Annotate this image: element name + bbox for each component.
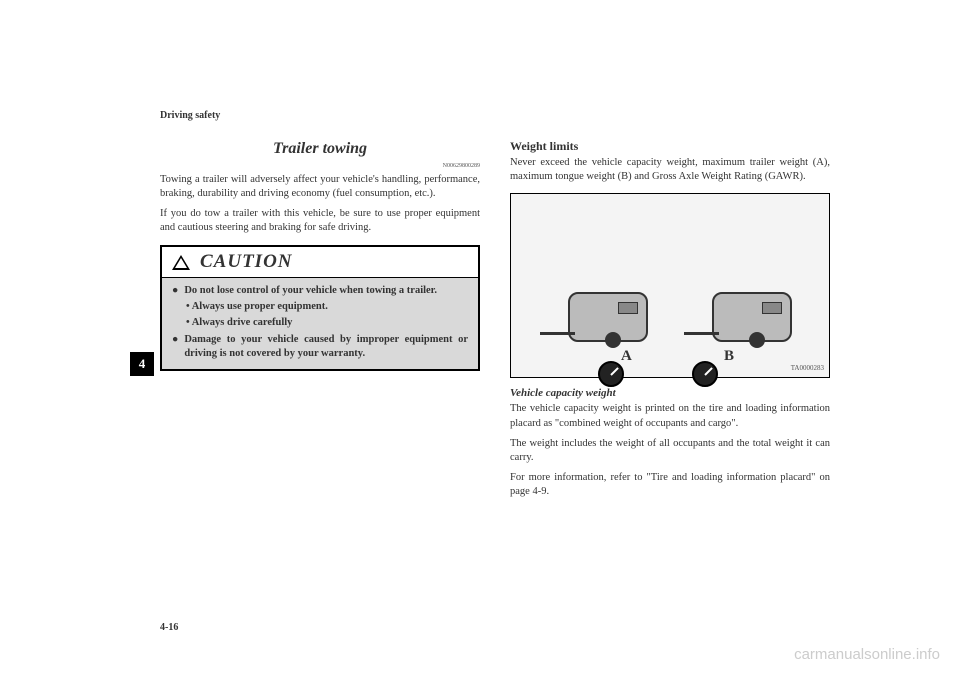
reference-code: N00629800289 bbox=[160, 162, 480, 170]
caution-sub-text: • Always drive carefully bbox=[186, 316, 468, 330]
caution-box: CAUTION ● Do not lose control of your ve… bbox=[160, 245, 480, 371]
trailer-a-illustration bbox=[538, 292, 658, 342]
caution-text: Do not lose control of your vehicle when… bbox=[184, 284, 437, 298]
right-column: Weight limits Never exceed the vehicle c… bbox=[510, 138, 830, 505]
body-paragraph: For more information, refer to "Tire and… bbox=[510, 471, 830, 499]
left-column: Trailer towing N00629800289 Towing a tra… bbox=[160, 138, 480, 505]
bullet-icon: ● bbox=[172, 284, 178, 298]
figure-label-a: A bbox=[621, 346, 632, 366]
body-paragraph: The vehicle capacity weight is printed o… bbox=[510, 402, 830, 430]
body-paragraph: The weight includes the weight of all oc… bbox=[510, 437, 830, 465]
body-paragraph: If you do tow a trailer with this vehicl… bbox=[160, 207, 480, 235]
caution-header: CAUTION bbox=[162, 247, 478, 278]
caution-sub-text: • Always use proper equipment. bbox=[186, 300, 468, 314]
figure-illustration: A B TA0000283 bbox=[510, 193, 830, 378]
subsection-title: Weight limits bbox=[510, 138, 830, 154]
bullet-icon: ● bbox=[172, 333, 178, 361]
figure-code: TA0000283 bbox=[791, 364, 824, 373]
body-paragraph: Never exceed the vehicle capacity weight… bbox=[510, 156, 830, 184]
figure-label-b: B bbox=[724, 346, 734, 366]
caution-title: CAUTION bbox=[200, 249, 293, 275]
page-content: Trailer towing N00629800289 Towing a tra… bbox=[0, 0, 960, 505]
caution-body: ● Do not lose control of your vehicle wh… bbox=[162, 278, 478, 369]
caution-text: Damage to your vehicle caused by imprope… bbox=[184, 333, 468, 361]
watermark: carmanualsonline.info bbox=[794, 646, 940, 663]
page-number: 4-16 bbox=[160, 622, 178, 633]
warning-triangle-icon bbox=[172, 255, 190, 270]
trailer-b-illustration bbox=[682, 292, 802, 342]
sub-italic-title: Vehicle capacity weight bbox=[510, 386, 830, 401]
gauge-icon bbox=[692, 361, 718, 387]
body-paragraph: Towing a trailer will adversely affect y… bbox=[160, 173, 480, 201]
section-title: Trailer towing bbox=[160, 138, 480, 160]
